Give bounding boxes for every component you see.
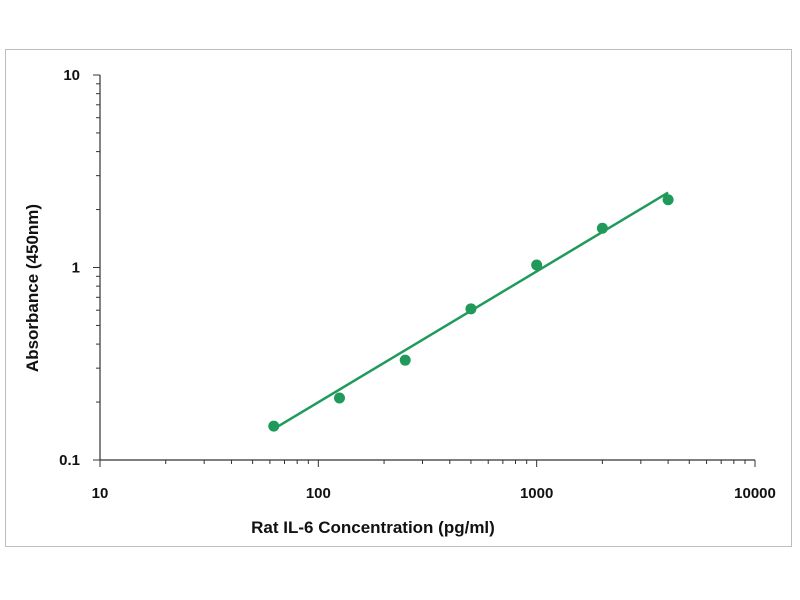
data-point — [465, 303, 477, 315]
y-tick-label: 1 — [72, 260, 80, 277]
data-point — [596, 222, 608, 234]
tick-marks — [93, 74, 756, 467]
x-tick-label: 100 — [306, 485, 331, 502]
chart-frame — [5, 49, 792, 547]
y-axis-title: Absorbance (450nm) — [23, 204, 42, 372]
y-tick-label: 10 — [63, 67, 80, 84]
data-point — [662, 194, 674, 206]
x-tick-label: 10000 — [734, 485, 776, 502]
y-tick-label: 0.1 — [59, 452, 80, 469]
x-tick-label: 10 — [92, 485, 109, 502]
tick-labels: 10 100 1000 10000 0.1 1 10 — [59, 67, 776, 502]
x-tick-label: 1000 — [520, 485, 553, 502]
data-point — [399, 354, 411, 366]
x-axis-title: Rat IL-6 Concentration (pg/ml) — [251, 518, 495, 537]
data-point — [333, 392, 345, 404]
axes — [99, 75, 755, 461]
data-point — [531, 259, 543, 271]
data-point — [268, 420, 280, 432]
data-points — [268, 194, 674, 432]
